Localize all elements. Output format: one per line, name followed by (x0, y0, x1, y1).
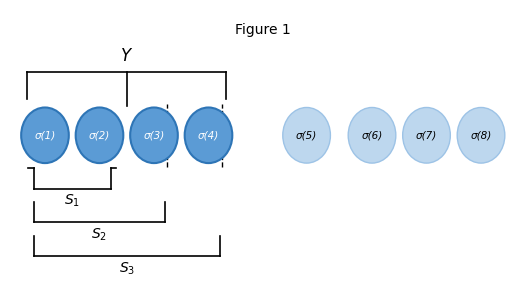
Ellipse shape (457, 108, 505, 163)
Ellipse shape (283, 108, 330, 163)
Ellipse shape (403, 108, 450, 163)
Text: σ(5): σ(5) (296, 130, 317, 140)
Text: σ(6): σ(6) (361, 130, 382, 140)
Ellipse shape (21, 108, 69, 163)
Text: σ(7): σ(7) (416, 130, 437, 140)
Ellipse shape (76, 108, 123, 163)
Text: σ(8): σ(8) (470, 130, 492, 140)
Ellipse shape (348, 108, 396, 163)
Text: Figure 1: Figure 1 (235, 23, 291, 37)
Text: $S_3$: $S_3$ (119, 260, 135, 277)
Text: $S_1$: $S_1$ (64, 193, 80, 210)
Text: σ(1): σ(1) (34, 130, 56, 140)
Ellipse shape (185, 108, 232, 163)
Ellipse shape (130, 108, 178, 163)
Text: $Y$: $Y$ (120, 47, 134, 65)
Text: $S_2$: $S_2$ (92, 227, 107, 243)
Text: σ(4): σ(4) (198, 130, 219, 140)
Text: σ(3): σ(3) (144, 130, 165, 140)
Text: σ(2): σ(2) (89, 130, 110, 140)
